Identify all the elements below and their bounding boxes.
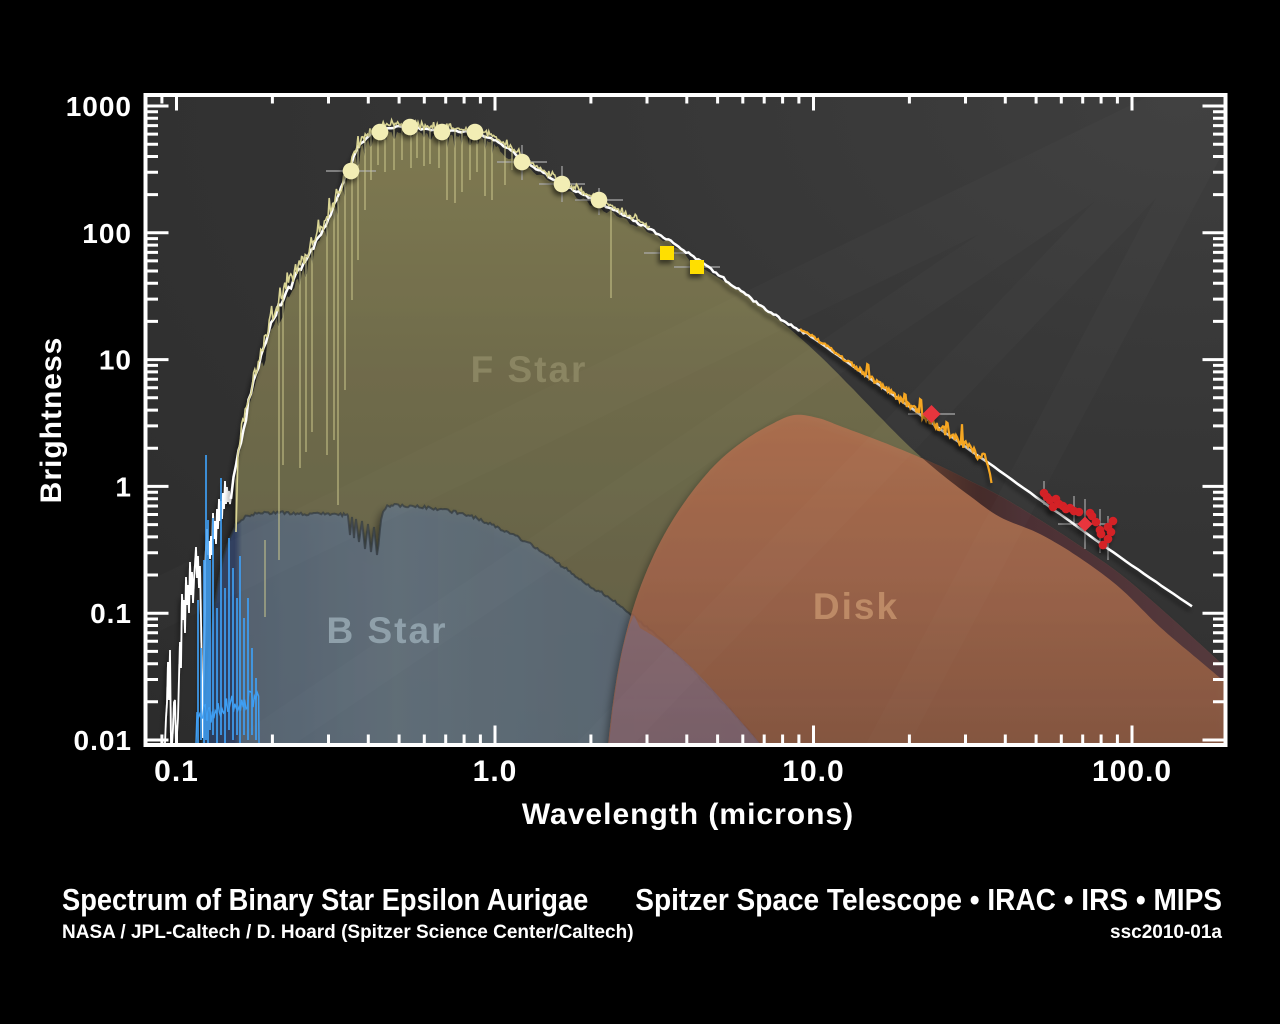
svg-text:NASA / JPL-Caltech / D. Hoard: NASA / JPL-Caltech / D. Hoard (Spitzer S… xyxy=(62,922,634,943)
svg-text:0.1: 0.1 xyxy=(154,755,199,788)
svg-text:Disk: Disk xyxy=(813,586,899,627)
svg-text:B Star: B Star xyxy=(327,610,448,651)
svg-text:1: 1 xyxy=(115,471,132,502)
svg-text:100: 100 xyxy=(82,218,132,249)
svg-text:ssc2010-01a: ssc2010-01a xyxy=(1110,922,1222,943)
svg-text:0.1: 0.1 xyxy=(90,598,132,629)
svg-text:10: 10 xyxy=(99,345,132,376)
svg-text:Spitzer Space Telescope • IRAC: Spitzer Space Telescope • IRAC • IRS • M… xyxy=(635,883,1222,918)
svg-text:Spectrum of Binary Star Epsilo: Spectrum of Binary Star Epsilon Aurigae xyxy=(62,883,588,917)
svg-text:100.0: 100.0 xyxy=(1092,755,1172,788)
svg-text:F Star: F Star xyxy=(471,349,588,390)
svg-text:1000: 1000 xyxy=(66,91,132,122)
svg-text:Wavelength (microns): Wavelength (microns) xyxy=(522,798,854,831)
svg-text:Brightness: Brightness xyxy=(35,337,68,504)
svg-text:10.0: 10.0 xyxy=(782,755,844,788)
svg-text:0.01: 0.01 xyxy=(74,725,133,756)
svg-text:1.0: 1.0 xyxy=(473,755,518,788)
